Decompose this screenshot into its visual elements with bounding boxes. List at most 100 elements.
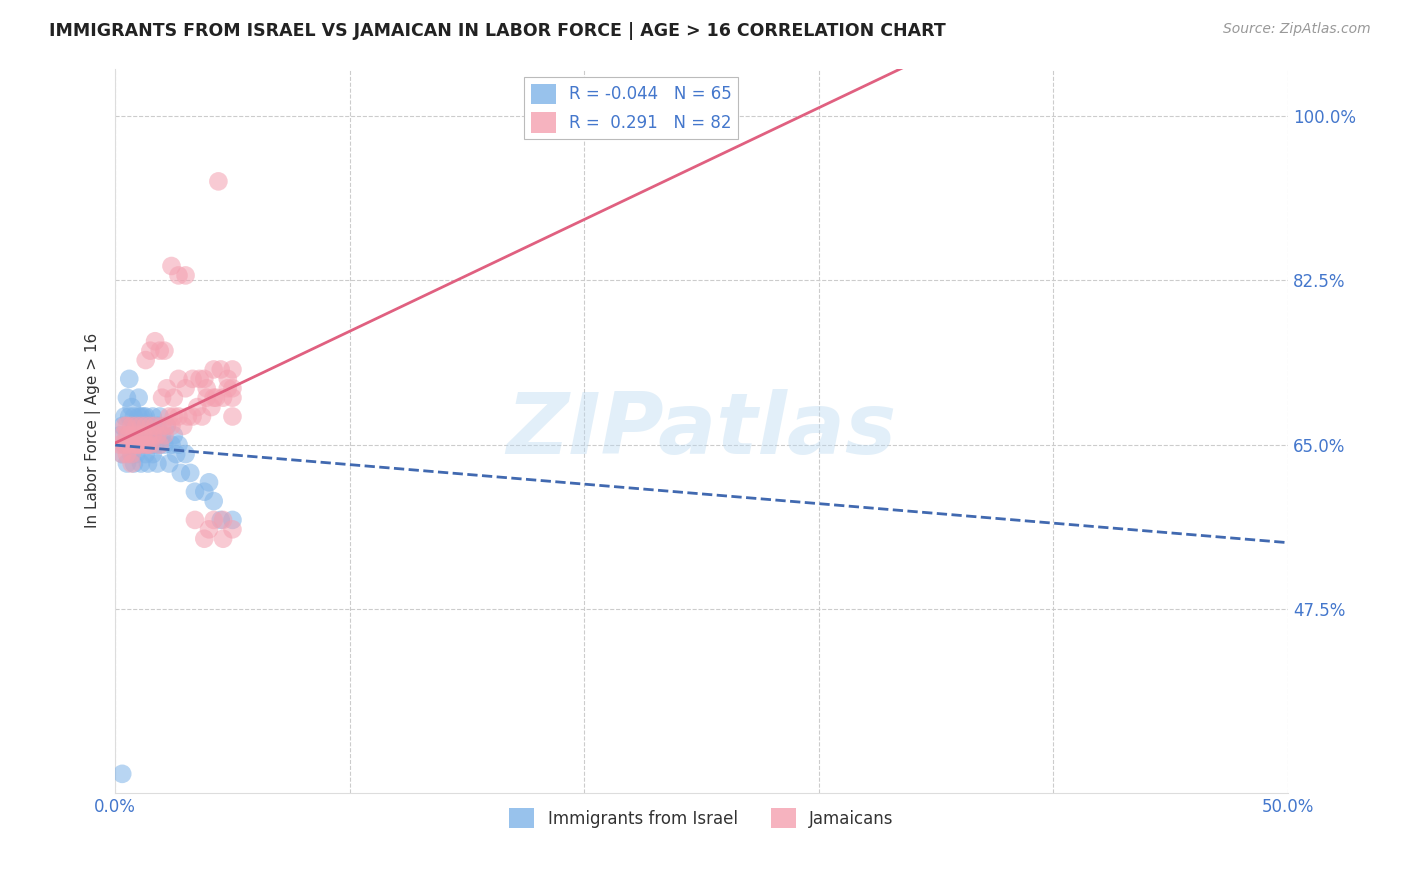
Point <box>177 409 200 424</box>
Text: Source: ZipAtlas.com: Source: ZipAtlas.com <box>1223 22 1371 37</box>
Point <box>181 372 204 386</box>
Point <box>125 438 148 452</box>
Point <box>125 428 148 442</box>
Point <box>207 174 229 188</box>
Point <box>209 513 232 527</box>
Point <box>156 418 179 433</box>
Point <box>129 438 152 452</box>
Point <box>118 372 141 386</box>
Point <box>121 428 143 442</box>
Point <box>132 418 155 433</box>
Point <box>132 428 155 442</box>
Point <box>111 428 134 442</box>
Point <box>198 475 221 490</box>
Point <box>143 334 166 349</box>
Point <box>160 438 183 452</box>
Point <box>143 418 166 433</box>
Point <box>221 381 243 395</box>
Point <box>156 418 179 433</box>
Point <box>121 418 143 433</box>
Point <box>129 409 152 424</box>
Point <box>114 418 136 433</box>
Point <box>202 391 225 405</box>
Point <box>153 343 176 358</box>
Point <box>108 438 131 452</box>
Point <box>157 409 180 424</box>
Point <box>125 447 148 461</box>
Point <box>184 484 207 499</box>
Point <box>167 409 190 424</box>
Point <box>129 457 152 471</box>
Point <box>202 362 225 376</box>
Point <box>149 409 172 424</box>
Point <box>139 343 162 358</box>
Point <box>160 259 183 273</box>
Point <box>195 381 218 395</box>
Point <box>111 767 134 781</box>
Point <box>202 513 225 527</box>
Point <box>129 418 152 433</box>
Text: IMMIGRANTS FROM ISRAEL VS JAMAICAN IN LABOR FORCE | AGE > 16 CORRELATION CHART: IMMIGRANTS FROM ISRAEL VS JAMAICAN IN LA… <box>49 22 946 40</box>
Point <box>193 372 215 386</box>
Point <box>150 391 173 405</box>
Point <box>202 494 225 508</box>
Point <box>115 391 138 405</box>
Point <box>172 418 194 433</box>
Point <box>118 438 141 452</box>
Point <box>139 418 162 433</box>
Point <box>149 438 172 452</box>
Point <box>115 447 138 461</box>
Point <box>128 409 150 424</box>
Point <box>121 447 143 461</box>
Point <box>221 409 243 424</box>
Point <box>146 457 169 471</box>
Point <box>122 438 145 452</box>
Point <box>108 428 131 442</box>
Point <box>200 400 222 414</box>
Point <box>181 409 204 424</box>
Point <box>125 418 148 433</box>
Point <box>136 438 159 452</box>
Point <box>179 466 201 480</box>
Point <box>153 438 176 452</box>
Point <box>153 428 176 442</box>
Point <box>136 438 159 452</box>
Point <box>205 391 228 405</box>
Point <box>122 438 145 452</box>
Point <box>115 428 138 442</box>
Point <box>195 391 218 405</box>
Point <box>149 438 172 452</box>
Point <box>167 372 190 386</box>
Point <box>139 438 162 452</box>
Point <box>142 409 165 424</box>
Point <box>121 457 143 471</box>
Point <box>118 438 141 452</box>
Point <box>150 418 173 433</box>
Point <box>221 522 243 536</box>
Point <box>128 428 150 442</box>
Point <box>221 362 243 376</box>
Point <box>135 428 157 442</box>
Point <box>170 466 193 480</box>
Point <box>125 418 148 433</box>
Point <box>198 522 221 536</box>
Point <box>115 457 138 471</box>
Point <box>135 353 157 368</box>
Point <box>167 268 190 283</box>
Point <box>174 447 197 461</box>
Point <box>149 343 172 358</box>
Point <box>174 381 197 395</box>
Point <box>193 484 215 499</box>
Point <box>128 428 150 442</box>
Text: ZIPatlas: ZIPatlas <box>506 389 897 472</box>
Point <box>121 400 143 414</box>
Y-axis label: In Labor Force | Age > 16: In Labor Force | Age > 16 <box>86 333 101 528</box>
Point <box>136 428 159 442</box>
Point <box>163 391 186 405</box>
Point <box>186 400 208 414</box>
Point <box>212 391 235 405</box>
Point <box>129 438 152 452</box>
Point <box>111 447 134 461</box>
Point <box>122 428 145 442</box>
Point <box>212 513 235 527</box>
